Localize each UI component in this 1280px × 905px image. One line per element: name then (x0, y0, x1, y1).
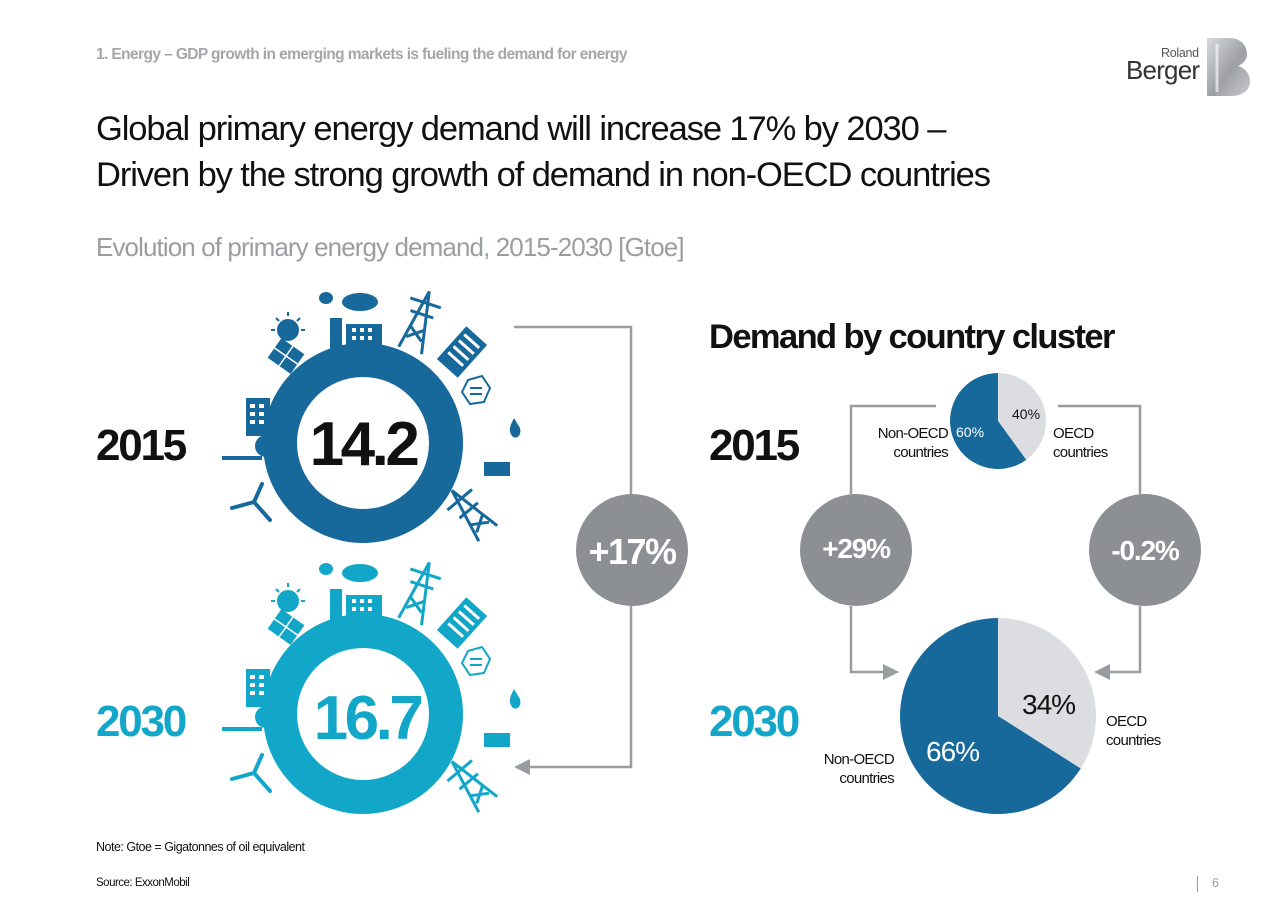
logo-text-berger: Berger (1126, 55, 1200, 85)
nonoecd-connector-top (849, 404, 936, 494)
factory-2030-icon (319, 563, 382, 621)
pie-2015 (950, 373, 1047, 470)
total-change-bubble (576, 494, 688, 606)
oecd-label-line1: OECD (1053, 425, 1094, 442)
connector-top-line (514, 325, 633, 494)
building-left-icon (222, 398, 277, 460)
source-note: Source: ExxonMobil (96, 877, 190, 889)
logo-b-mark-icon (1207, 38, 1250, 96)
chart-subtitle: Evolution of primary energy demand, 2015… (96, 232, 685, 262)
cluster-title: Demand by country cluster (709, 318, 1115, 356)
section-label: 1. Energy – GDP growth in emerging marke… (96, 46, 628, 63)
pie2030-slice-oecd (998, 618, 1096, 769)
pie-2015-nonoecd-legend: Non-OECD countries (856, 424, 949, 462)
building-icon (436, 326, 488, 378)
pie2015-slice-oecd (998, 373, 1047, 460)
nonoecd-label-line1-2030: Non-OECD (823, 751, 895, 768)
building-2030-icon (436, 597, 488, 649)
globe-2030 (222, 561, 521, 814)
total-change-label: +17% (588, 531, 677, 572)
sun-icon (271, 312, 305, 341)
oil-drop-icon (509, 418, 521, 438)
industry-right-icon (484, 462, 510, 476)
power-pylon-lower-2030-icon (446, 759, 499, 813)
power-pylon-icon (397, 290, 442, 355)
solar-panel-2030-icon (267, 609, 305, 645)
oecd-change-label: -0.2% (1111, 535, 1179, 566)
wind-turbine-2030-icon (230, 753, 272, 793)
pie-2015-nonoecd-value: 60% (956, 424, 985, 440)
building-left-2030-icon (222, 669, 277, 731)
power-pylon-lower-icon (446, 488, 499, 542)
value-label-2015: 14.2 (309, 410, 420, 479)
connector-bottom-line (526, 606, 633, 769)
pie2015-slice-nonoecd (950, 373, 1027, 470)
nonoecd-connector-bottom (849, 606, 885, 674)
nonoecd-label-line2-2030: countries (839, 770, 894, 787)
year-label-2015-right: 2015 (709, 421, 800, 470)
headline-line-2: Driven by the strong growth of demand in… (96, 156, 991, 194)
nonoecd-arrow-icon (883, 664, 899, 680)
page-separator (1197, 876, 1198, 892)
year-label-2015-left: 2015 (96, 421, 187, 470)
page-number: 6 (1212, 876, 1219, 890)
nonoecd-change-bubble (800, 494, 912, 606)
factory-icon (319, 292, 382, 350)
house-icon (460, 374, 492, 406)
connector-arrow-icon (514, 759, 530, 775)
page-title: Global primary energy demand will increa… (96, 106, 991, 198)
headline-line-1: Global primary energy demand will increa… (96, 110, 946, 148)
pie-2015-oecd-legend: OECD countries (1053, 424, 1108, 462)
oecd-connector-bottom (1108, 606, 1142, 674)
nonoecd-label-line2: countries (893, 444, 948, 461)
oecd-change-bubble (1089, 494, 1201, 606)
globe-center-2030 (297, 648, 429, 780)
industry-right-2030-icon (484, 733, 510, 747)
pie-2030 (899, 618, 1096, 814)
year-label-2030-right: 2030 (709, 697, 800, 746)
nonoecd-label-line1: Non-OECD (877, 425, 949, 442)
globe-2015 (222, 290, 521, 543)
year-label-2030-left: 2030 (96, 697, 187, 746)
footnote: Note: Gtoe = Gigatonnes of oil equivalen… (96, 840, 305, 854)
wind-turbine-icon (230, 482, 272, 522)
value-label-2030: 16.7 (313, 684, 424, 753)
globe-center-2015 (297, 377, 429, 509)
pie2030-slice-nonoecd (899, 618, 1081, 814)
house-2030-icon (460, 645, 492, 677)
solar-panel-icon (267, 338, 305, 374)
sun-2030-icon (271, 583, 305, 612)
power-pylon-2030-icon (397, 561, 442, 626)
nonoecd-change-label: +29% (822, 533, 891, 564)
oecd-label-line1-2030: OECD (1106, 713, 1147, 730)
pie-2030-oecd-legend: OECD countries (1106, 712, 1161, 750)
logo-text-roland: Roland (1161, 46, 1199, 60)
pie-2015-oecd-value: 40% (1012, 406, 1041, 422)
oil-drop-2030-icon (509, 689, 521, 709)
oecd-arrow-icon (1094, 664, 1110, 680)
oecd-connector-top (1058, 404, 1142, 494)
oecd-label-line2: countries (1053, 444, 1108, 461)
pie-2030-nonoecd-value: 66% (926, 736, 980, 767)
pie-2030-nonoecd-legend: Non-OECD countries (802, 750, 895, 788)
oecd-label-line2-2030: countries (1106, 732, 1161, 749)
pie-2030-oecd-value: 34% (1022, 689, 1076, 720)
